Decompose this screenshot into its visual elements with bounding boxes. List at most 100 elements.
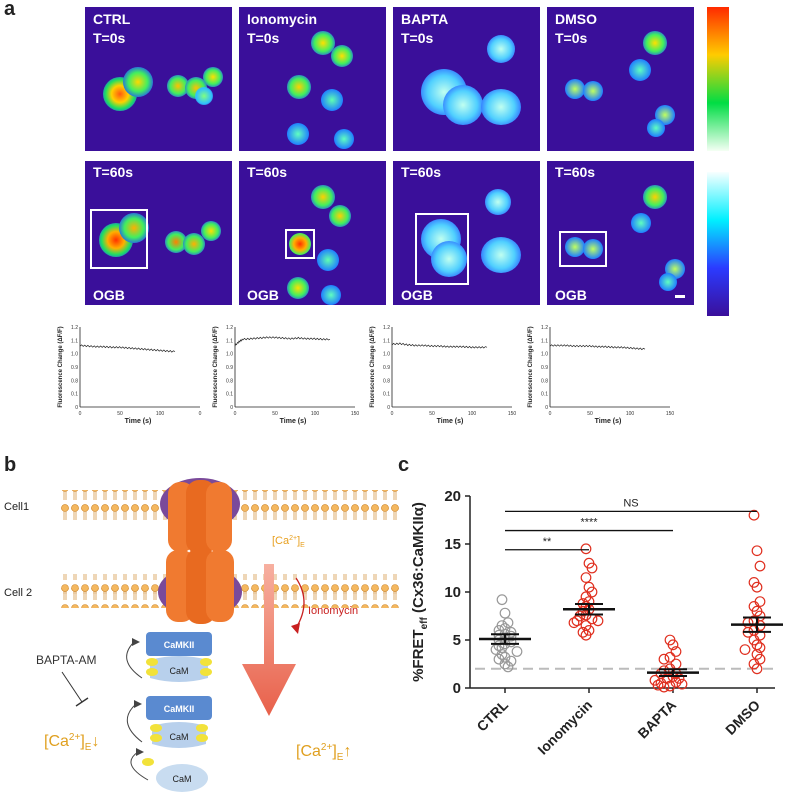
- dye-label: OGB: [401, 287, 433, 303]
- x-axis-label: Time (s): [280, 418, 307, 425]
- time-label: T=0s: [247, 30, 280, 46]
- y-tick-label: 0.1: [541, 392, 548, 398]
- connexon-channel: [158, 478, 242, 624]
- data-point: [751, 581, 763, 593]
- panel-a-letter: a: [4, 0, 16, 20]
- ca-down-label: [Ca2+]E↓: [44, 732, 99, 753]
- y-tick-label: 0: [453, 680, 461, 697]
- data-point: [676, 678, 688, 690]
- data-point: [499, 607, 511, 619]
- x-tick-label: 50: [117, 411, 123, 417]
- ctrl-t60-image: T=60s OGB: [85, 161, 232, 305]
- y-tick-label: 1.2: [541, 325, 548, 331]
- trace-line: [391, 342, 488, 349]
- dmso-t60-image: T=60s OGB: [547, 161, 694, 305]
- data-point: [568, 617, 580, 629]
- data-point: [586, 562, 598, 574]
- category-label: CTRL: [473, 696, 511, 734]
- condition-label: Ionomycin: [247, 11, 318, 27]
- data-point: [502, 617, 514, 629]
- data-point: [580, 572, 592, 583]
- data-point: [511, 646, 523, 657]
- trace-2: 0 0.1 0.8 0.9 1.0 1.1 1.2 0 50 100 150 Time (s) Fluo…: [370, 325, 516, 425]
- trace-line: [234, 336, 331, 347]
- y-tick-label: 1.1: [541, 338, 548, 344]
- svg-text:CaM: CaM: [169, 666, 188, 676]
- pathway-diagram: Cell1 Cell 2 [Ca2+]E Ionomycin BAPTA-AM …: [4, 478, 400, 792]
- y-axis-label: Fluorescence Change (ΔF/F): [528, 326, 534, 407]
- data-point: [496, 594, 508, 606]
- dye-label: OGB: [247, 287, 279, 303]
- x-tick-label: 0: [234, 411, 237, 417]
- y-tick-label: 1.0: [226, 352, 233, 358]
- ionomycin-t0-image: Ionomycin T=0s: [239, 7, 386, 151]
- y-tick-label: 20: [444, 488, 461, 505]
- x-tick-label: 100: [311, 411, 320, 417]
- y-tick-label: 0.1: [383, 392, 390, 398]
- trace-line: [79, 344, 176, 353]
- camkii-cam-complex-2: CaMKII CaM: [146, 696, 212, 748]
- data-point: [754, 596, 766, 608]
- data-point: [658, 681, 670, 693]
- condition-label: CTRL: [93, 11, 131, 27]
- y-tick-label: 1.0: [541, 352, 548, 358]
- data-point: [652, 679, 664, 691]
- y-tick-label: 0.9: [383, 365, 390, 371]
- y-tick-label: 0.9: [541, 365, 548, 371]
- y-axis-label: Fluorescence Change (ΔF/F): [370, 326, 376, 407]
- data-point: [571, 615, 583, 627]
- condition-label: DMSO: [555, 11, 597, 27]
- y-tick-label: 0: [387, 405, 390, 411]
- category-label: BAPTA: [634, 697, 679, 742]
- svg-text:CaMKII: CaMKII: [164, 640, 195, 650]
- data-point: [670, 676, 682, 688]
- data-point: [667, 639, 679, 651]
- x-tick-label: 0: [199, 411, 202, 417]
- y-axis-label: Fluorescence Change (ΔF/F): [213, 326, 219, 407]
- cam-free: CaM: [142, 758, 208, 792]
- y-tick-label: 1.1: [226, 338, 233, 344]
- x-tick-label: 0: [549, 411, 552, 417]
- x-tick-label: 150: [351, 411, 360, 417]
- y-tick-label: 0.8: [541, 378, 548, 384]
- data-point: [499, 658, 511, 670]
- series-BAPTA: [647, 634, 699, 693]
- y-tick-label: 0.1: [71, 392, 78, 398]
- y-tick-label: 0.8: [71, 378, 78, 384]
- y-tick-label: 5: [453, 632, 461, 649]
- panel-c-letter: c: [398, 454, 410, 476]
- data-point: [658, 653, 670, 665]
- significance-label: **: [543, 536, 552, 548]
- calcium-influx-arrow: [242, 564, 296, 716]
- data-point: [670, 658, 682, 670]
- panel-b-letter: b: [4, 454, 17, 476]
- y-tick-label: 0.1: [226, 392, 233, 398]
- x-tick-label: 150: [508, 411, 517, 417]
- data-point: [754, 642, 766, 654]
- data-point: [751, 545, 763, 557]
- trace-0: 0 0.1 0.8 0.9 1.0 1.1 1.2 0 50 100 0 Time (s) Fluore…: [58, 325, 202, 425]
- trace-line: [549, 344, 646, 351]
- y-tick-label: 0: [545, 405, 548, 411]
- y-tick-label: 0.8: [226, 378, 233, 384]
- y-tick-label: 1.0: [383, 352, 390, 358]
- x-tick-label: 100: [468, 411, 477, 417]
- data-point: [502, 661, 514, 673]
- dye-label: OGB: [555, 287, 587, 303]
- x-tick-label: 100: [156, 411, 165, 417]
- y-tick-label: 1.1: [383, 338, 390, 344]
- data-point: [577, 626, 589, 638]
- data-point: [592, 615, 604, 627]
- x-tick-label: 50: [272, 411, 278, 417]
- svg-text:CaMKII: CaMKII: [164, 704, 195, 714]
- x-axis-label: Time (s): [125, 418, 152, 425]
- y-tick-label: 0.8: [383, 378, 390, 384]
- data-point: [670, 646, 682, 657]
- data-point: [580, 543, 592, 555]
- ctrl-t0-image: CTRL T=0s: [85, 7, 232, 151]
- data-point: [751, 663, 763, 675]
- camkii-cam-complex-1: CaMKII CaM: [146, 632, 212, 682]
- colorbar-top: [707, 7, 729, 151]
- scale-bar: [675, 295, 685, 298]
- x-axis-label: Time (s): [437, 418, 464, 425]
